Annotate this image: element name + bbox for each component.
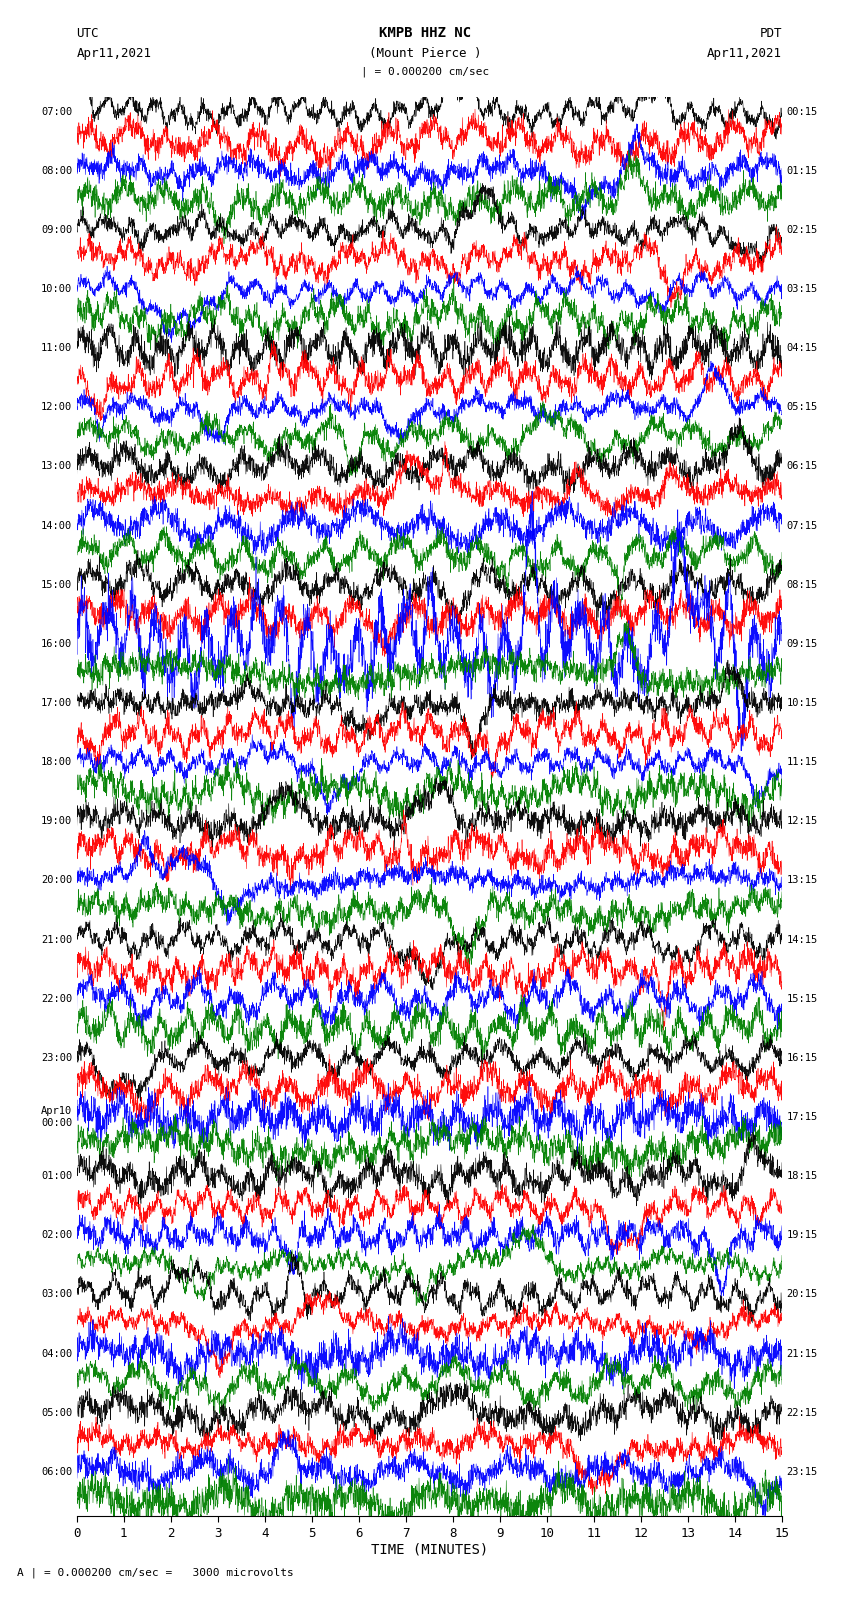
- Text: 12:15: 12:15: [786, 816, 818, 826]
- Text: 22:15: 22:15: [786, 1408, 818, 1418]
- Text: 21:00: 21:00: [41, 934, 72, 945]
- Text: 03:15: 03:15: [786, 284, 818, 294]
- Text: 02:00: 02:00: [41, 1231, 72, 1240]
- Text: 21:15: 21:15: [786, 1348, 818, 1358]
- Text: (Mount Pierce ): (Mount Pierce ): [369, 47, 481, 60]
- Text: 16:00: 16:00: [41, 639, 72, 648]
- Text: 06:15: 06:15: [786, 461, 818, 471]
- Text: 10:15: 10:15: [786, 698, 818, 708]
- Text: PDT: PDT: [760, 27, 782, 40]
- Text: 04:00: 04:00: [41, 1348, 72, 1358]
- X-axis label: TIME (MINUTES): TIME (MINUTES): [371, 1542, 488, 1557]
- Text: 10:00: 10:00: [41, 284, 72, 294]
- Text: 17:15: 17:15: [786, 1111, 818, 1123]
- Text: 14:15: 14:15: [786, 934, 818, 945]
- Text: 14:00: 14:00: [41, 521, 72, 531]
- Text: KMPB HHZ NC: KMPB HHZ NC: [379, 26, 471, 40]
- Text: 16:15: 16:15: [786, 1053, 818, 1063]
- Text: 06:00: 06:00: [41, 1466, 72, 1478]
- Text: 18:15: 18:15: [786, 1171, 818, 1181]
- Text: 07:15: 07:15: [786, 521, 818, 531]
- Text: 09:15: 09:15: [786, 639, 818, 648]
- Text: 13:00: 13:00: [41, 461, 72, 471]
- Text: 11:15: 11:15: [786, 756, 818, 768]
- Text: 23:00: 23:00: [41, 1053, 72, 1063]
- Text: 00:15: 00:15: [786, 106, 818, 116]
- Text: 19:00: 19:00: [41, 816, 72, 826]
- Text: 13:15: 13:15: [786, 876, 818, 886]
- Text: Apr10
00:00: Apr10 00:00: [41, 1107, 72, 1127]
- Text: A | = 0.000200 cm/sec =   3000 microvolts: A | = 0.000200 cm/sec = 3000 microvolts: [17, 1566, 294, 1578]
- Text: Apr11,2021: Apr11,2021: [707, 47, 782, 60]
- Text: 01:15: 01:15: [786, 166, 818, 176]
- Text: Apr11,2021: Apr11,2021: [76, 47, 151, 60]
- Text: 12:00: 12:00: [41, 402, 72, 413]
- Text: 05:00: 05:00: [41, 1408, 72, 1418]
- Text: 19:15: 19:15: [786, 1231, 818, 1240]
- Text: 11:00: 11:00: [41, 344, 72, 353]
- Text: 05:15: 05:15: [786, 402, 818, 413]
- Text: 04:15: 04:15: [786, 344, 818, 353]
- Text: 15:15: 15:15: [786, 994, 818, 1003]
- Text: | = 0.000200 cm/sec: | = 0.000200 cm/sec: [361, 66, 489, 77]
- Text: UTC: UTC: [76, 27, 99, 40]
- Text: 01:00: 01:00: [41, 1171, 72, 1181]
- Text: 20:00: 20:00: [41, 876, 72, 886]
- Text: 07:00: 07:00: [41, 106, 72, 116]
- Text: 08:15: 08:15: [786, 579, 818, 590]
- Text: 18:00: 18:00: [41, 756, 72, 768]
- Text: 23:15: 23:15: [786, 1466, 818, 1478]
- Text: 22:00: 22:00: [41, 994, 72, 1003]
- Text: 08:00: 08:00: [41, 166, 72, 176]
- Text: 17:00: 17:00: [41, 698, 72, 708]
- Text: 20:15: 20:15: [786, 1289, 818, 1300]
- Text: 09:00: 09:00: [41, 224, 72, 235]
- Text: 02:15: 02:15: [786, 224, 818, 235]
- Text: 03:00: 03:00: [41, 1289, 72, 1300]
- Text: 15:00: 15:00: [41, 579, 72, 590]
